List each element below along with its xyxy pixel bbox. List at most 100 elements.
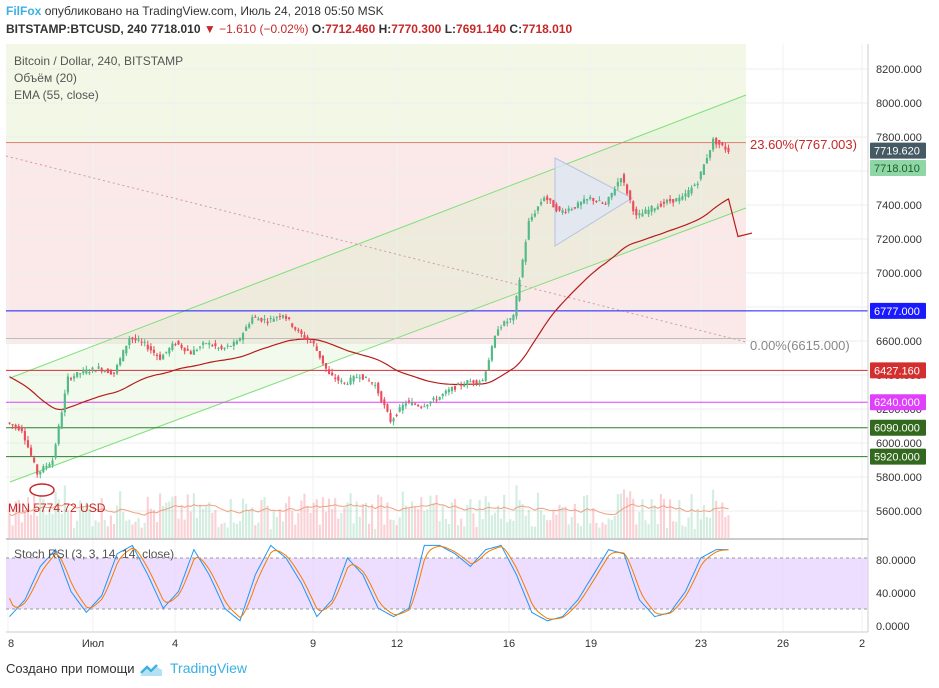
volume-bar <box>165 502 168 538</box>
candles <box>8 137 730 479</box>
volume-bar <box>303 493 306 538</box>
price-tick-label: 6600.000 <box>876 336 922 348</box>
candle-body <box>306 336 309 340</box>
volume-bar <box>155 522 159 538</box>
volume-bar <box>727 515 730 538</box>
candle-body <box>607 196 610 205</box>
candle-body <box>82 369 85 374</box>
candle-body <box>294 326 297 330</box>
candle-body <box>481 380 484 382</box>
volume-bar <box>226 527 229 538</box>
channel-lower-line <box>9 207 747 483</box>
volume-bar <box>503 494 506 538</box>
rsi-k-line <box>9 544 729 622</box>
volume-bar <box>272 511 275 538</box>
volume-bar <box>60 513 63 538</box>
price-tick-label: 8000.000 <box>876 98 922 110</box>
volume-bar <box>134 521 137 538</box>
volume-bar <box>214 510 217 538</box>
volume-bar <box>493 512 497 538</box>
volume-bar <box>555 514 558 538</box>
candle-body <box>297 329 300 331</box>
close-value: 7718.010 <box>522 22 573 36</box>
volume-bar <box>306 506 309 538</box>
candle-body <box>699 171 702 180</box>
volume-bar <box>638 511 641 538</box>
time-tick-label: 23 <box>695 638 707 650</box>
candle-body <box>616 181 619 187</box>
volume-bar <box>613 515 616 538</box>
time-axis[interactable]: 8 Июл 4 9 12 16 19 23 26 2 <box>8 638 865 650</box>
volume-bar <box>573 503 576 538</box>
candle-body <box>447 389 450 393</box>
volume-bar <box>171 496 174 538</box>
volume-bar <box>656 524 659 538</box>
time-tick-label: 8 <box>8 638 14 650</box>
candle-body <box>530 216 533 221</box>
volume-bar <box>669 499 672 538</box>
candle-body <box>417 404 420 407</box>
volume-bar <box>466 505 469 538</box>
volume-bar <box>527 509 530 538</box>
volume-bar <box>653 505 656 538</box>
price-tick-label: 7400.000 <box>876 200 922 212</box>
candle-body <box>546 196 549 201</box>
candle-body <box>214 343 217 347</box>
volume-bar <box>576 523 579 538</box>
min-label: MIN 5774.72 USD <box>8 501 106 515</box>
price-tag-label: 6240.000 <box>874 397 920 409</box>
volume-bar <box>450 502 454 538</box>
volume-bar <box>699 519 702 538</box>
candle-body <box>487 360 490 371</box>
price-tick-label: 6000.000 <box>876 438 922 450</box>
volume-bar <box>8 503 11 538</box>
volume-bar <box>386 502 389 538</box>
candle-body <box>88 372 91 374</box>
candle-body <box>441 393 444 397</box>
volume-bar <box>543 514 546 538</box>
price-tag-label: 6777.000 <box>874 306 920 318</box>
candle-body <box>315 346 318 351</box>
volume-bar <box>718 511 721 538</box>
candle-body <box>469 381 472 383</box>
volume-bar <box>340 512 343 538</box>
volume-bar <box>266 505 269 538</box>
volume-bar <box>168 501 171 538</box>
candle-body <box>582 199 586 204</box>
candle-body <box>404 403 407 406</box>
candle-body <box>613 188 616 196</box>
footer-brand[interactable]: TradingView <box>170 660 248 676</box>
volume-bar <box>441 505 444 538</box>
candle-body <box>635 208 638 216</box>
candle-body <box>705 158 709 164</box>
price-chart[interactable]: 23.60%(7767.003) 0.00%(6615.000) Bitcoin… <box>0 0 939 652</box>
candle-body <box>177 340 180 345</box>
candle-body <box>604 203 607 205</box>
volume-bar <box>708 517 712 538</box>
volume-bar <box>186 494 189 538</box>
candle-body <box>149 346 152 351</box>
volume-bar <box>291 510 294 538</box>
candle-body <box>202 342 205 345</box>
volume-bar <box>257 522 260 538</box>
volume-bar <box>533 526 536 538</box>
candle-body <box>186 349 189 351</box>
candle-body <box>383 399 386 406</box>
volume-bar <box>315 499 318 538</box>
candle-body <box>395 414 398 416</box>
candle-body <box>659 203 662 207</box>
volume-bar <box>202 508 205 538</box>
volume-bar <box>506 522 509 538</box>
candle-body <box>512 315 515 321</box>
footer: Создано при помощи TradingView <box>0 652 939 688</box>
legend-title: Bitcoin / Dollar, 240, BITSTAMP <box>14 54 183 68</box>
volume-bar <box>103 519 106 538</box>
volume-bar <box>530 526 533 538</box>
candle-body <box>626 184 629 194</box>
candle-body <box>678 197 681 202</box>
volume-bar <box>278 509 281 538</box>
volume-bar <box>377 494 380 538</box>
author-brand[interactable]: FilFox <box>6 4 42 18</box>
candle-body <box>595 200 598 202</box>
candle-body <box>672 199 675 203</box>
